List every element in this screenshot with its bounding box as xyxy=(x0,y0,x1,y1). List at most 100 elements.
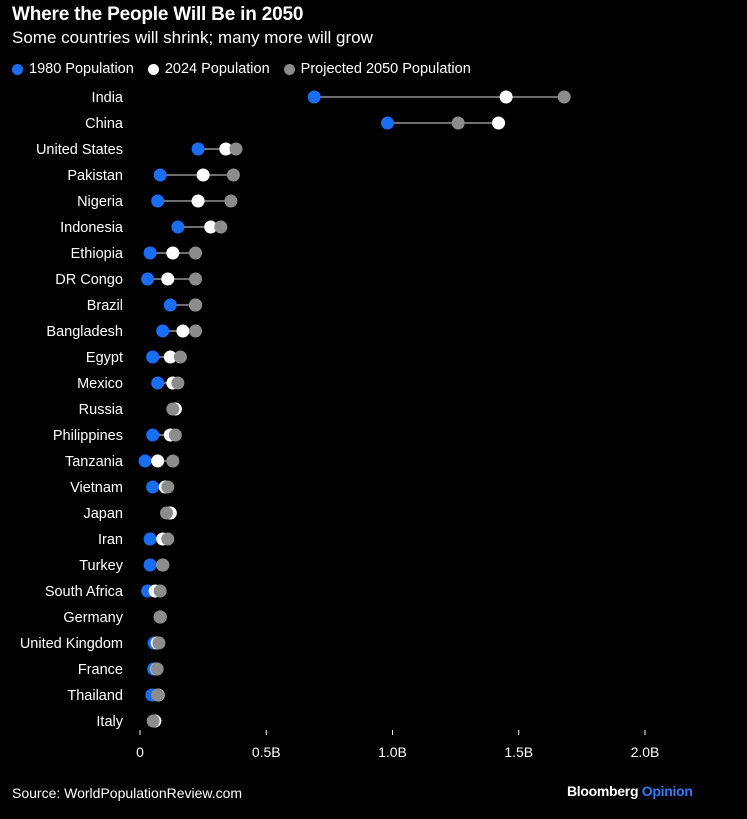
legend-label-2024: 2024 Population xyxy=(164,61,270,77)
category-label-nigeria: Nigeria xyxy=(77,194,124,210)
legend-item-2024: 2024 Population xyxy=(147,61,270,77)
category-label-vietnam: Vietnam xyxy=(70,480,123,496)
point-1980-philippines xyxy=(146,428,160,442)
point-2050-vietnam xyxy=(161,480,175,494)
category-label-tanzania: Tanzania xyxy=(65,454,124,470)
x-tick-label-1: 0.5B xyxy=(252,744,281,760)
point-2050-egypt xyxy=(173,350,187,364)
category-label-brazil: Brazil xyxy=(87,298,123,314)
point-2024-pakistan xyxy=(196,168,210,182)
source-note: Source: WorldPopulationReview.com xyxy=(12,785,243,801)
point-2050-philippines xyxy=(168,428,182,442)
chart-subtitle: Some countries will shrink; many more wi… xyxy=(12,28,373,47)
point-2050-pakistan xyxy=(226,168,240,182)
x-tick-label-2: 1.0B xyxy=(378,744,407,760)
category-label-pakistan: Pakistan xyxy=(67,168,123,184)
point-2024-united-states xyxy=(219,142,233,156)
category-label-turkey: Turkey xyxy=(79,558,124,574)
legend-dot-2050-icon xyxy=(283,63,295,75)
category-label-india: India xyxy=(92,90,124,106)
brand-suffix: Opinion xyxy=(641,783,693,799)
category-label-philippines: Philippines xyxy=(53,428,123,444)
point-1980-china xyxy=(380,116,394,130)
point-1980-iran xyxy=(143,532,157,546)
point-2050-italy xyxy=(146,714,160,728)
point-2050-japan xyxy=(160,506,174,520)
category-label-united-kingdom: United Kingdom xyxy=(20,636,123,652)
point-2024-bangladesh xyxy=(176,324,190,338)
point-2050-russia xyxy=(166,402,180,416)
point-2050-united-kingdom xyxy=(152,636,166,650)
category-label-united-states: United States xyxy=(36,142,123,158)
category-label-italy: Italy xyxy=(96,714,123,730)
point-2050-mexico xyxy=(171,376,185,390)
point-1980-united-states xyxy=(191,142,205,156)
point-2024-egypt xyxy=(163,350,177,364)
point-2024-tanzania xyxy=(151,454,165,468)
legend-item-2050: Projected 2050 Population xyxy=(283,61,471,77)
point-2050-united-states xyxy=(229,142,243,156)
legend-item-1980: 1980 Population xyxy=(12,61,134,77)
category-label-germany: Germany xyxy=(63,610,123,626)
legend-dot-2024-icon xyxy=(147,63,159,75)
point-2024-indonesia xyxy=(204,220,218,234)
category-label-russia: Russia xyxy=(79,402,124,418)
point-1980-nigeria xyxy=(151,194,165,208)
point-2024-nigeria xyxy=(191,194,205,208)
point-2050-indonesia xyxy=(214,220,228,234)
point-2050-germany xyxy=(153,610,167,624)
point-2024-ethiopia xyxy=(166,246,180,260)
category-label-dr-congo: DR Congo xyxy=(55,272,123,288)
point-1980-ethiopia xyxy=(143,246,157,260)
point-1980-india xyxy=(307,90,321,104)
category-label-china: China xyxy=(85,116,124,132)
point-1980-mexico xyxy=(151,376,165,390)
category-label-indonesia: Indonesia xyxy=(60,220,124,236)
point-2050-south-africa xyxy=(153,584,167,598)
brand-name: Bloomberg xyxy=(567,783,639,799)
point-1980-vietnam xyxy=(146,480,160,494)
point-1980-pakistan xyxy=(153,168,167,182)
point-2050-nigeria xyxy=(224,194,238,208)
point-2050-india xyxy=(557,90,571,104)
category-label-japan: Japan xyxy=(83,506,123,522)
point-1980-egypt xyxy=(146,350,160,364)
x-tick-label-3: 1.5B xyxy=(504,744,533,760)
point-2050-iran xyxy=(161,532,175,546)
category-label-mexico: Mexico xyxy=(77,376,123,392)
legend-label-1980: 1980 Population xyxy=(29,61,134,77)
point-2050-turkey xyxy=(156,558,170,572)
legend-label-2050: Projected 2050 Population xyxy=(300,61,471,77)
category-label-bangladesh: Bangladesh xyxy=(46,324,123,340)
point-2050-france xyxy=(150,662,164,676)
point-1980-brazil xyxy=(163,298,177,312)
chart-title: Where the People Will Be in 2050 xyxy=(12,4,304,25)
x-tick-label-4: 2.0B xyxy=(631,744,660,760)
category-label-ethiopia: Ethiopia xyxy=(71,246,124,262)
point-2024-india xyxy=(499,90,513,104)
point-2024-china xyxy=(492,116,506,130)
dumbbell-chart: India China United States Pakistan Nigeria In… xyxy=(20,90,660,760)
x-tick-label-0: 0 xyxy=(136,744,144,760)
brand-logo: Bloomberg Opinion xyxy=(567,783,693,799)
point-2050-bangladesh xyxy=(189,324,203,338)
point-1980-turkey xyxy=(143,558,157,572)
point-2050-brazil xyxy=(189,298,203,312)
point-2024-dr-congo xyxy=(161,272,175,286)
legend-dot-1980-icon xyxy=(12,63,23,75)
point-1980-tanzania xyxy=(138,454,152,468)
point-1980-bangladesh xyxy=(156,324,170,338)
category-label-iran: Iran xyxy=(98,532,123,548)
point-2050-ethiopia xyxy=(189,246,203,260)
category-label-egypt: Egypt xyxy=(86,350,123,366)
category-label-south-africa: South Africa xyxy=(45,584,124,600)
category-label-thailand: Thailand xyxy=(67,688,123,704)
category-label-france: France xyxy=(78,662,123,678)
point-2050-tanzania xyxy=(166,454,180,468)
point-2050-china xyxy=(451,116,465,130)
legend: 1980 Population 2024 Population Projecte… xyxy=(12,61,471,77)
point-1980-indonesia xyxy=(171,220,185,234)
point-1980-dr-congo xyxy=(141,272,155,286)
point-2050-dr-congo xyxy=(189,272,203,286)
point-2050-thailand xyxy=(151,688,165,702)
